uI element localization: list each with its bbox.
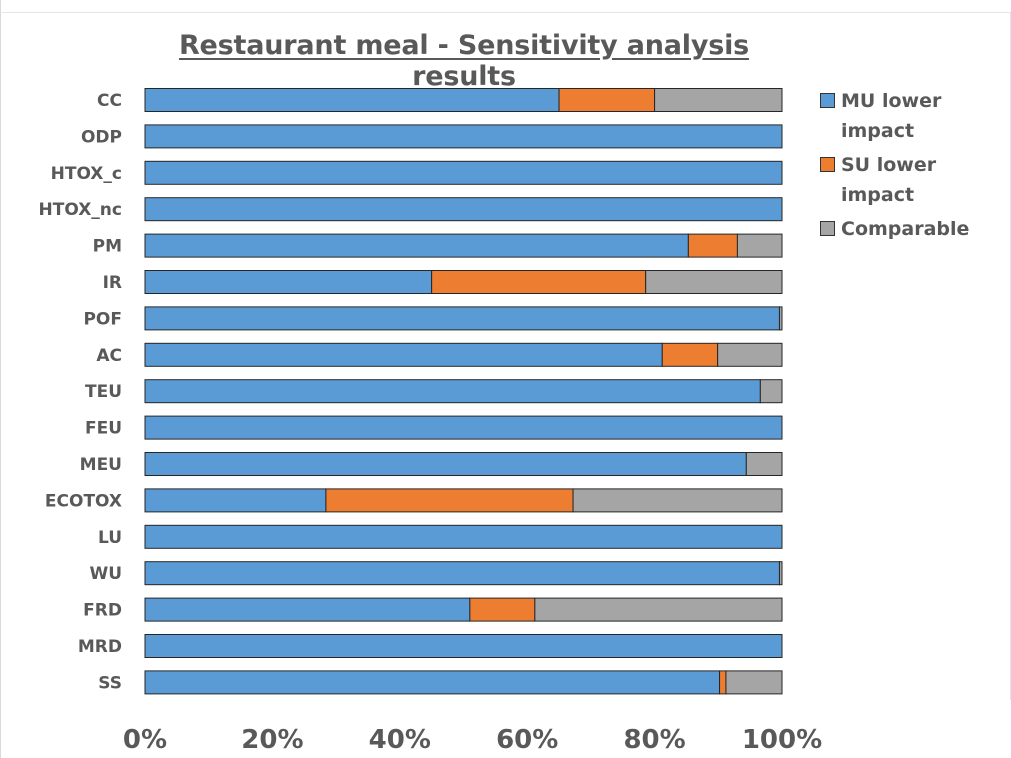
bar-segment-odp-series-1	[144, 124, 783, 149]
category-label: POF	[83, 309, 122, 329]
legend-label: Comparable	[841, 218, 970, 240]
x-tick-label: 60%	[496, 725, 558, 755]
category-label: PM	[93, 237, 122, 257]
bar-segment-mrd-series-1	[144, 634, 783, 658]
bar-segment-ir-series-1	[144, 270, 433, 294]
legend-item: Comparable	[820, 214, 1005, 244]
bar-segment-meu-series-1	[144, 452, 747, 476]
bar-segment-feu-series-1	[144, 415, 783, 440]
bar-segment-cc-series-2	[558, 88, 656, 112]
category-label: AC	[96, 346, 122, 366]
category-label: HTOX_nc	[39, 200, 122, 220]
chart-title: Restaurant meal - Sensitivity analysis r…	[178, 30, 750, 92]
category-labels: CC ODP HTOX_c HTOX_nc PM IR POF AC TEU FEU MEU ECOT…	[39, 91, 122, 693]
bar-segment-teu-series-3	[759, 379, 783, 404]
bar-segment-wu-series-3	[778, 561, 783, 586]
legend-swatch	[820, 93, 835, 108]
bar-segment-cc-series-3	[654, 88, 783, 112]
category-label: HTOX_c	[51, 164, 122, 184]
category-label: ODP	[81, 127, 122, 147]
bar-segment-htox-nc-series-1	[144, 197, 783, 222]
bar-segment-pof-series-3	[778, 306, 783, 331]
x-tick-label: 100%	[742, 725, 822, 755]
category-label: CC	[97, 91, 122, 111]
x-tick-label: 20%	[241, 725, 303, 755]
legend: MU lower impact SU lower impact Comparable	[820, 86, 1005, 248]
x-tick-label: 40%	[369, 725, 431, 755]
bar-segment-pof-series-1	[144, 306, 780, 331]
bar-segment-ss-series-2	[719, 670, 727, 695]
category-label: FRD	[83, 601, 122, 621]
bar-segment-frd-series-3	[534, 597, 783, 622]
bar-segment-frd-series-2	[469, 597, 536, 622]
bar-segment-pm-series-2	[687, 233, 738, 258]
category-label: SS	[98, 673, 122, 693]
bar-segment-lu-series-1	[144, 524, 783, 549]
bar-segment-ecotox-series-1	[144, 488, 327, 513]
bar-segment-ac-series-1	[144, 342, 663, 367]
bar-segment-wu-series-1	[144, 561, 780, 586]
x-tick-label: 0%	[123, 725, 167, 755]
bar-segment-ecotox-series-2	[325, 488, 574, 513]
bar-segment-cc-series-1	[144, 88, 560, 112]
category-label: IR	[103, 273, 122, 293]
bar-segment-htox-c-series-1	[144, 160, 783, 185]
category-label: MRD	[78, 637, 122, 657]
bar-segment-ss-series-3	[725, 670, 783, 695]
bar-segment-ss-series-1	[144, 670, 721, 695]
legend-swatch	[820, 221, 835, 236]
x-axis-ticks: 0% 20% 40% 60% 80% 100%	[123, 725, 822, 755]
category-label: ECOTOX	[45, 491, 122, 511]
legend-label: SU lower impact	[841, 154, 937, 206]
legend-item: SU lower impact	[820, 150, 1005, 210]
bar-segment-ac-series-3	[717, 342, 783, 367]
bars-layer	[144, 88, 783, 695]
bar-segment-frd-series-1	[144, 597, 471, 622]
bar-segment-teu-series-1	[144, 379, 761, 404]
bar-segment-ir-series-2	[431, 270, 647, 294]
category-label: MEU	[80, 455, 122, 475]
bar-segment-meu-series-3	[745, 452, 783, 476]
bar-segment-ir-series-3	[645, 270, 783, 294]
legend-item: MU lower impact	[820, 86, 1005, 146]
category-label: TEU	[85, 382, 122, 402]
bar-segment-pm-series-3	[736, 233, 783, 258]
bar-segment-ecotox-series-3	[572, 488, 783, 513]
category-label: WU	[89, 564, 122, 584]
bar-segment-pm-series-1	[144, 233, 689, 258]
legend-swatch	[820, 157, 835, 172]
legend-label: MU lower impact	[841, 90, 942, 142]
category-label: FEU	[85, 419, 122, 439]
x-tick-label: 80%	[623, 725, 685, 755]
bar-segment-ac-series-2	[661, 342, 719, 367]
category-label: LU	[98, 528, 122, 548]
